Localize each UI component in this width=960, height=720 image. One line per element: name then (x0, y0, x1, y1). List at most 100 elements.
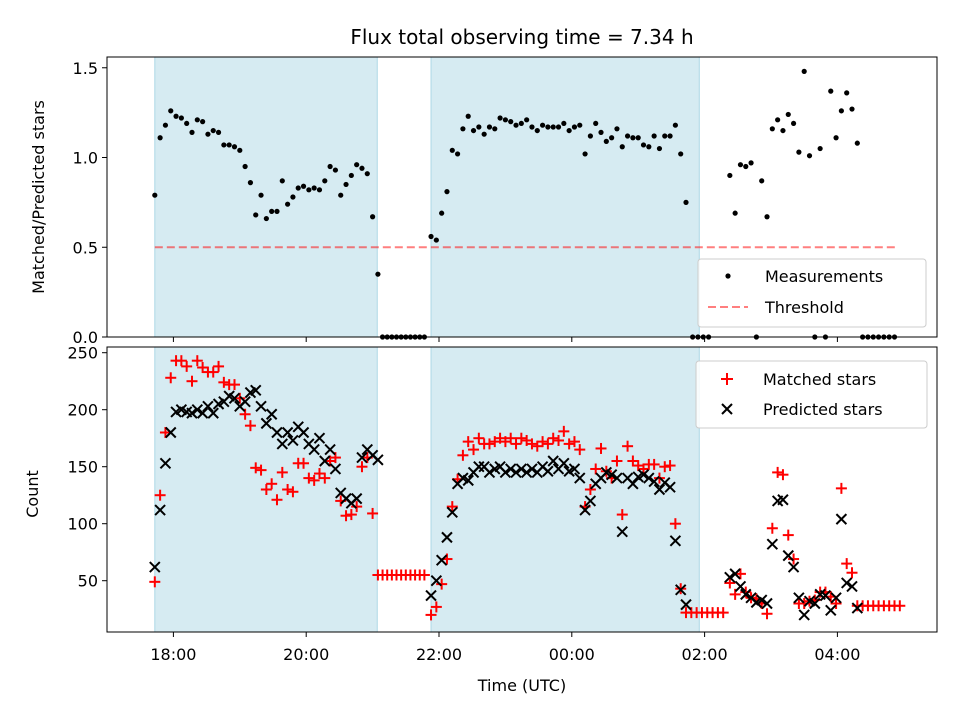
matched-star-point (734, 568, 746, 580)
measurement-point (439, 210, 445, 216)
top-y-ticks: 0.0 0.5 1.0 1.5 (73, 59, 107, 347)
matched-star-point (547, 432, 559, 444)
predicted-star-point (637, 468, 650, 481)
measurement-point (764, 214, 770, 220)
matched-star-point (664, 460, 676, 472)
matched-star-point (282, 484, 294, 495)
legend-predicted-marker (721, 403, 733, 415)
top-shaded-regions (154, 56, 700, 338)
predicted-star-point (515, 463, 528, 475)
matched-star-point (717, 607, 729, 619)
measurement-point (433, 237, 439, 243)
y-tick-label: 1.0 (73, 149, 98, 168)
measurement-point (550, 124, 556, 130)
measurement-point (454, 151, 461, 157)
matched-star-point (574, 444, 586, 456)
measurement-point (524, 117, 530, 123)
matched-star-point (558, 425, 570, 437)
predicted-star-point (186, 407, 198, 419)
measurement-point (300, 183, 307, 189)
matched-star-point (191, 355, 203, 367)
measurement-point (444, 189, 450, 195)
predicted-star-point (674, 584, 687, 596)
predicted-star-point (809, 597, 821, 610)
matched-star-point (537, 436, 549, 448)
matched-star-point (669, 518, 681, 530)
measurement-point (332, 167, 339, 173)
measurement-point (210, 127, 216, 134)
measurement-point (662, 133, 668, 139)
matched-star-point (186, 375, 198, 387)
measurement-point (364, 171, 370, 177)
measurement-point (748, 160, 754, 166)
predicted-star-point (324, 443, 336, 456)
predicted-star-point (239, 396, 251, 408)
matched-star-point (616, 509, 628, 521)
matched-star-point (473, 432, 485, 444)
matched-star-point (457, 449, 469, 461)
matched-star-point (468, 444, 480, 456)
matched-star-point (425, 609, 437, 621)
measurement-point (844, 90, 850, 96)
measurement-point (184, 120, 190, 127)
measurement-point (555, 124, 562, 130)
matched-star-point (788, 553, 800, 565)
measurement-point (640, 142, 647, 148)
measurement-point (513, 122, 519, 128)
legend-measurements-marker (725, 273, 731, 279)
measurement-point (838, 108, 844, 114)
measurement-point (582, 151, 588, 157)
matched-star-point (584, 484, 596, 495)
y-tick-label: 250 (67, 344, 98, 363)
predicted-star-point (228, 392, 241, 405)
legend-measurements-label: Measurements (765, 267, 883, 286)
predicted-star-point (846, 580, 858, 593)
measurement-point (338, 192, 344, 198)
predicted-star-point (526, 463, 538, 475)
matched-star-point (462, 436, 474, 448)
matched-star-point (181, 360, 193, 372)
measurement-point (571, 124, 578, 130)
x-tick-label: 00:00 (549, 645, 595, 664)
matched-star-point (542, 438, 554, 450)
measurement-point (683, 199, 689, 205)
predicted-star-point (276, 438, 289, 450)
measurement-point (470, 127, 477, 134)
measurement-point (194, 117, 200, 123)
measurement-point (290, 194, 296, 200)
bottom-y-axis-label: Count (23, 470, 42, 518)
measurement-point (428, 233, 434, 240)
measurement-point (630, 135, 636, 141)
measurement-point (539, 122, 546, 128)
measurement-point (226, 142, 232, 148)
matched-star-point (515, 432, 527, 444)
matched-star-point (260, 484, 272, 495)
measurement-point (854, 140, 860, 146)
observing-interval-shade (154, 56, 378, 338)
matched-star-point (345, 509, 357, 521)
measurement-point (667, 133, 673, 139)
bottom-axes-frame (106, 346, 938, 633)
y-tick-label: 100 (67, 515, 98, 534)
measurement-point (619, 144, 625, 150)
matched-star-point (250, 462, 262, 474)
matched-star-point (510, 438, 522, 450)
matched-star-point (234, 392, 246, 404)
matched-star-point (159, 427, 171, 438)
measurement-point (242, 163, 248, 170)
measurement-point (624, 133, 631, 139)
matched-star-point (553, 434, 565, 446)
predicted-star-point (207, 407, 219, 419)
measurement-point (354, 162, 360, 168)
measurement-point (263, 215, 269, 222)
matched-star-point (213, 360, 225, 372)
matched-star-point (505, 432, 517, 444)
predicted-star-point (255, 400, 267, 412)
predicted-star-point (435, 554, 448, 566)
measurement-point (375, 271, 381, 277)
measurement-point (817, 145, 823, 152)
legend-matched-label: Matched stars (763, 370, 876, 389)
top-axes-frame (106, 56, 938, 338)
matched-star-point (761, 608, 773, 620)
legend-threshold-label: Threshold (764, 298, 844, 317)
